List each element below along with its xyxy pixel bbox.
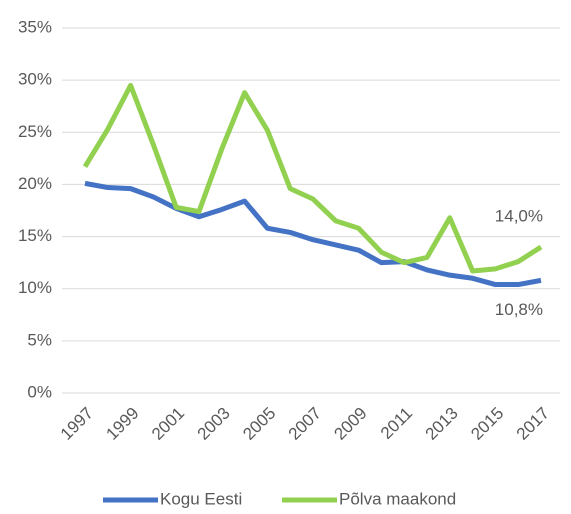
y-tick-label: 10% [18, 278, 52, 297]
x-tick-label: 1997 [57, 404, 97, 444]
x-tick-label: 2003 [194, 404, 234, 444]
y-tick-label: 0% [27, 382, 52, 401]
y-tick-label: 5% [27, 330, 52, 349]
data-label: 14,0% [495, 206, 543, 225]
x-tick-label: 2013 [422, 404, 462, 444]
x-tick-label: 2009 [330, 404, 370, 444]
x-tick-label: 1999 [102, 404, 142, 444]
y-tick-label: 15% [18, 226, 52, 245]
y-tick-label: 20% [18, 174, 52, 193]
y-tick-label: 35% [18, 17, 52, 36]
x-tick-label: 2001 [148, 404, 188, 444]
y-tick-label: 25% [18, 122, 52, 141]
x-tick-label: 2015 [467, 404, 507, 444]
series-line [84, 180, 542, 288]
y-tick-label: 30% [18, 70, 52, 89]
x-tick-label: 2011 [377, 404, 416, 443]
x-tick-label: 2017 [513, 404, 553, 444]
x-tick-label: 2007 [285, 404, 325, 444]
x-tick-label: 2005 [239, 404, 279, 444]
legend-label: Põlva maakond [339, 489, 456, 508]
series-line [82, 82, 543, 274]
legend-label: Kogu Eesti [160, 489, 242, 508]
data-label: 10,8% [495, 300, 543, 319]
